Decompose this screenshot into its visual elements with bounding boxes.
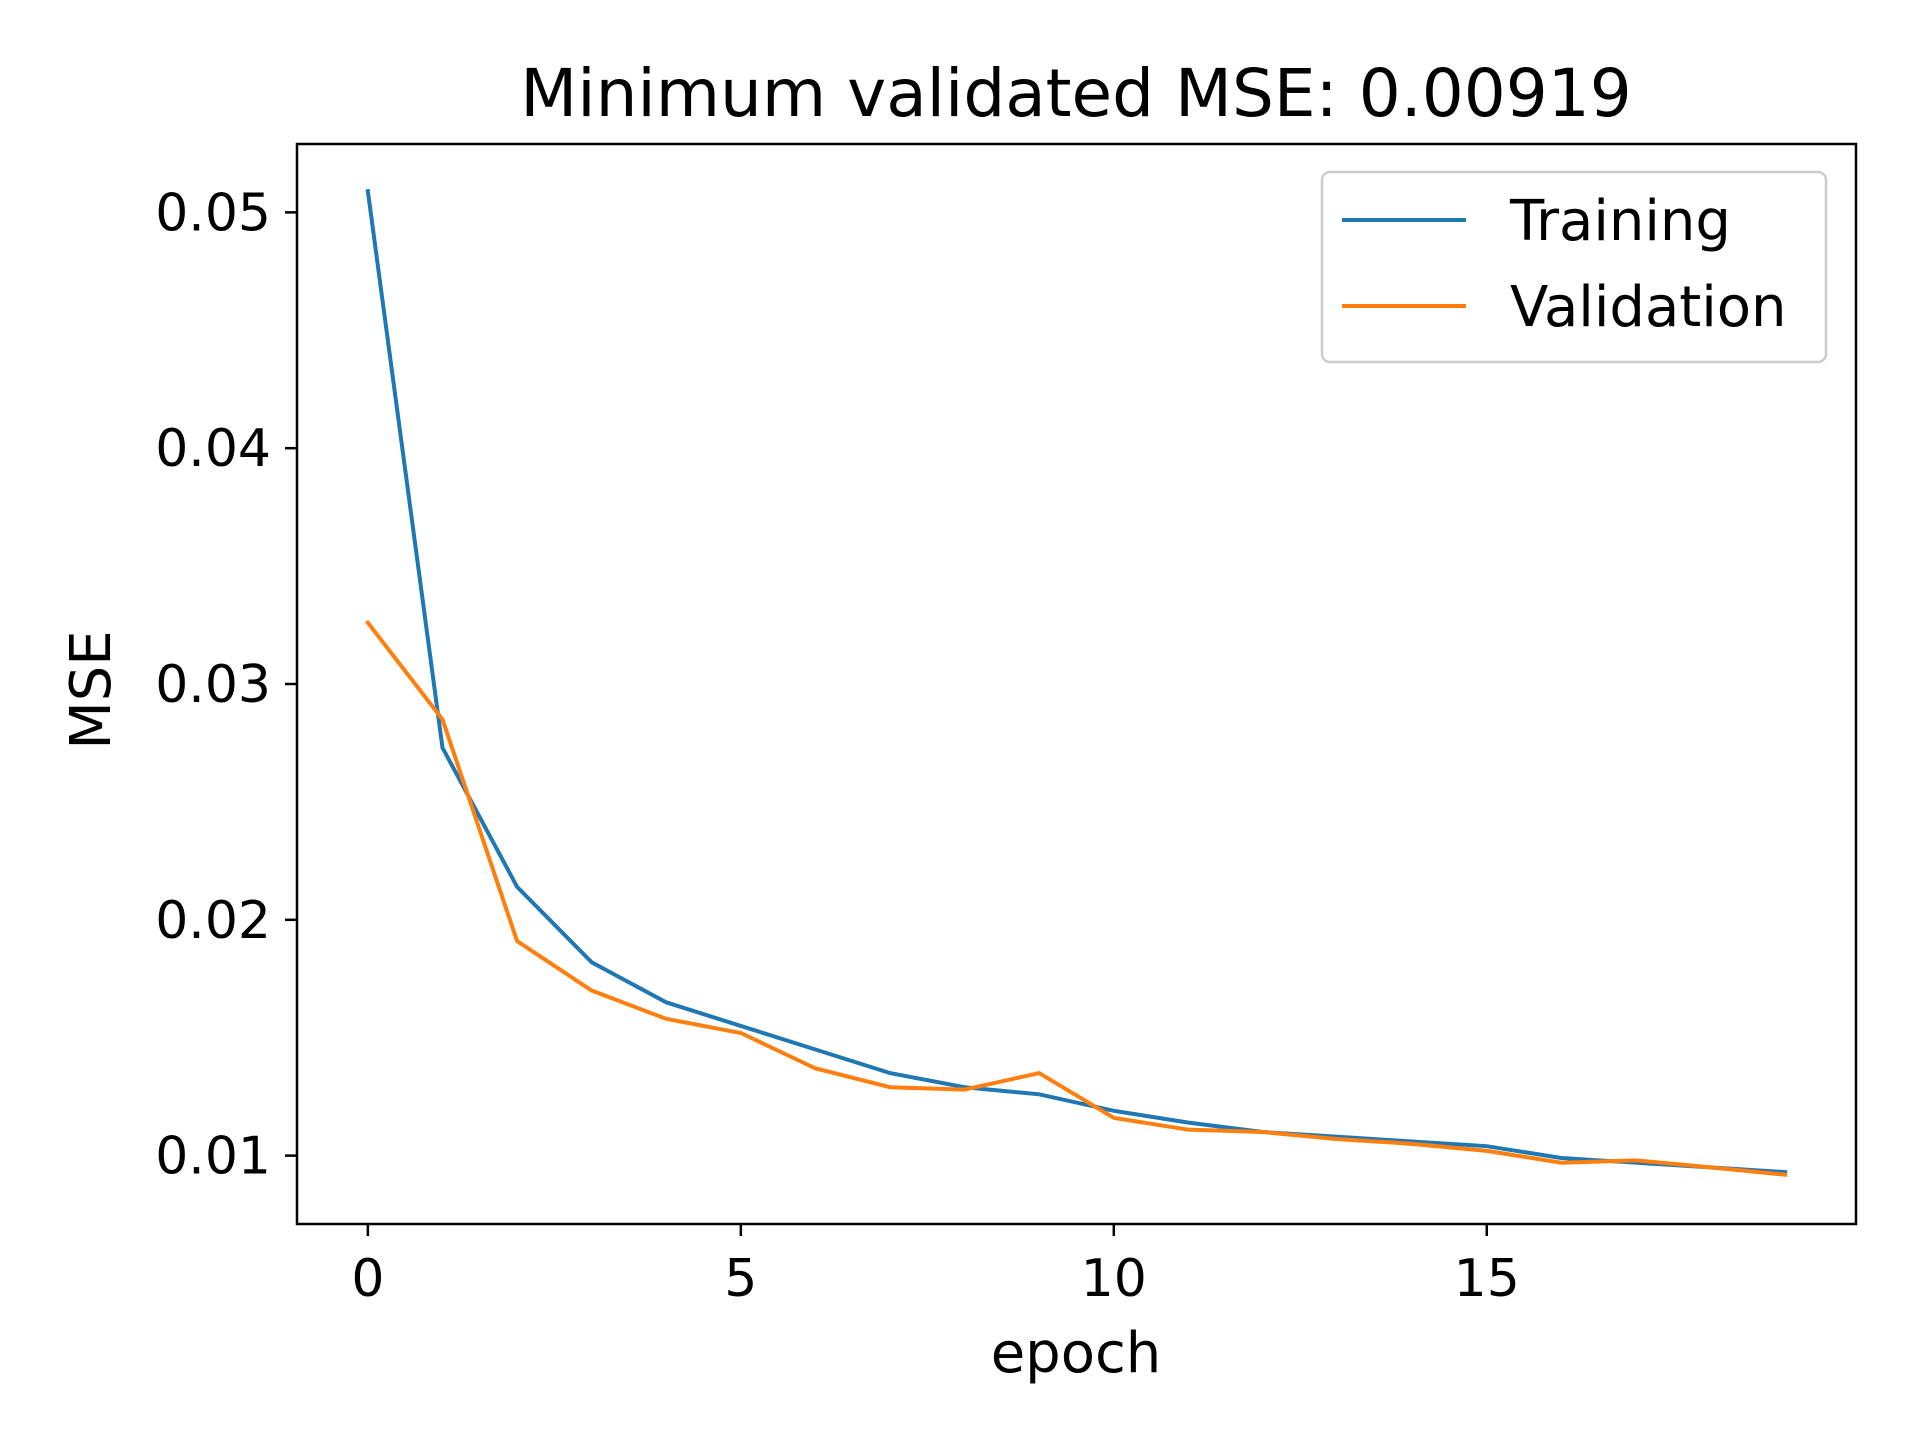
x-tick-label: 0 (351, 1249, 384, 1309)
y-axis-label: MSE (59, 630, 124, 749)
legend: Training Validation (1320, 170, 1828, 364)
x-axis-label: epoch (991, 1321, 1162, 1386)
series-line-validation (365, 619, 1788, 1177)
y-tick-label: 0.01 (155, 1127, 271, 1187)
y-tick-label: 0.05 (155, 183, 271, 243)
y-axis-ticks: 0.01 0.02 0.03 0.04 0.05 (155, 183, 297, 1187)
legend-label-validation: Validation (1510, 275, 1787, 340)
x-tick-label: 15 (1454, 1249, 1520, 1309)
series-line-training (365, 188, 1788, 1175)
x-tick-label: 10 (1081, 1249, 1147, 1309)
y-tick-label: 0.02 (155, 891, 271, 951)
x-axis-ticks: 0 5 10 15 (351, 1224, 1520, 1309)
series-layer (365, 188, 1788, 1177)
chart-title: Minimum validated MSE: 0.00919 (520, 55, 1631, 132)
x-tick-label: 5 (724, 1249, 757, 1309)
legend-label-training: Training (1509, 189, 1731, 254)
y-tick-label: 0.03 (155, 655, 271, 715)
y-tick-label: 0.04 (155, 419, 271, 479)
